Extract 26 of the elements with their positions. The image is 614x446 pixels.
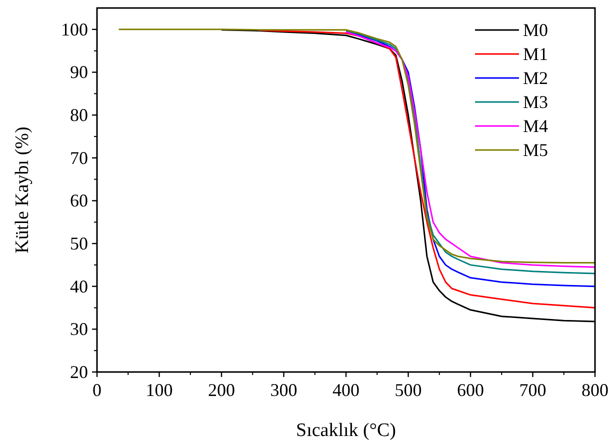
legend-label: M3 [523, 92, 548, 112]
x-tick-label: 0 [92, 380, 102, 400]
y-tick-label: 90 [70, 62, 88, 82]
legend-label: M1 [523, 44, 548, 64]
legend-label: M5 [523, 140, 548, 160]
x-tick-label: 100 [146, 380, 173, 400]
x-tick-label: 400 [332, 380, 360, 400]
y-tick-label: 70 [70, 148, 88, 168]
x-tick-label: 700 [519, 380, 546, 400]
x-tick-label: 500 [394, 380, 422, 400]
y-tick-label: 80 [70, 105, 88, 126]
y-axis-title: Kütle Kaybı (%) [12, 126, 33, 254]
legend-label: M4 [523, 116, 548, 136]
y-tick-label: 50 [70, 234, 88, 254]
x-tick-label: 800 [582, 380, 608, 400]
x-tick-label: 600 [457, 380, 484, 400]
y-tick-label: 40 [70, 276, 88, 296]
y-tick-label: 20 [70, 362, 88, 382]
y-tick-label: 60 [70, 190, 88, 211]
y-tick-label: 30 [70, 319, 88, 340]
x-axis-title: Sıcaklık (°C) [296, 420, 396, 441]
legend-label: M2 [523, 68, 548, 88]
y-tick-label: 100 [61, 19, 88, 40]
x-tick-label: 300 [270, 380, 298, 400]
legend-label: M0 [523, 20, 548, 40]
x-tick-label: 200 [208, 380, 235, 400]
